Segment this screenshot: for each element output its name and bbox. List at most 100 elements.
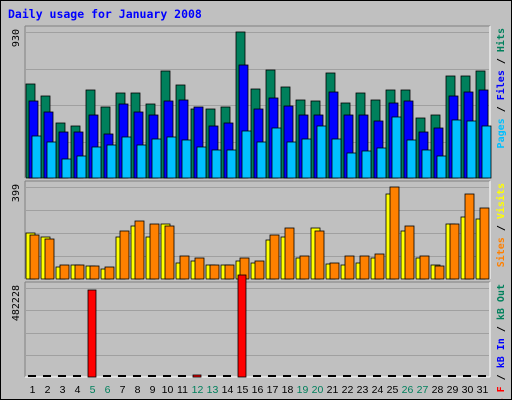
bar-pages [346, 152, 357, 179]
bar-pages [46, 141, 57, 179]
bar-sites [464, 193, 475, 280]
bar-sites [209, 264, 220, 280]
x-tick-label: 25 [387, 384, 399, 396]
x-tick-label: 1 [30, 384, 36, 396]
bar-sites [344, 255, 355, 280]
bar-pages [151, 138, 162, 179]
bar-pages [166, 136, 177, 179]
legend-entry: / [496, 52, 507, 70]
bar-sites [74, 264, 85, 280]
x-tick-label: 9 [150, 384, 156, 396]
bar-pages [211, 149, 222, 179]
bar-pages [181, 139, 192, 179]
bar-pages [451, 119, 462, 179]
x-tick-label: 24 [372, 384, 384, 396]
bar-zero [448, 375, 456, 377]
bar-zero [328, 375, 336, 377]
legend-entry: Hits [495, 28, 507, 52]
bar-zero [178, 375, 186, 377]
legend-entry: Visits [495, 183, 507, 219]
bar-pages [91, 146, 102, 179]
legend-entry: / [496, 320, 507, 338]
bar-pages [136, 144, 147, 179]
x-tick-label: 5 [90, 384, 96, 396]
bar-sites [194, 257, 205, 280]
x-tick-label: 30 [462, 384, 474, 396]
legend-entry: / [496, 219, 507, 237]
legend-entry: / [496, 100, 507, 118]
bar-zero [43, 375, 51, 377]
x-tick-label: 3 [60, 384, 66, 396]
bar-kb-f [237, 274, 247, 378]
bar-pages [31, 135, 42, 179]
legend: Pages / Files / Hits [495, 28, 507, 148]
x-tick-label: 16 [252, 384, 264, 396]
x-tick-label: 12 [192, 384, 204, 396]
bar-zero [253, 375, 261, 377]
bar-pages [376, 147, 387, 179]
x-tick-label: 8 [135, 384, 141, 396]
bar-pages [466, 120, 477, 179]
y-tick-label: 482228 [11, 285, 22, 321]
x-tick-label: 17 [267, 384, 279, 396]
bar-sites [104, 266, 115, 280]
bar-zero [313, 375, 321, 377]
bar-pages [391, 116, 402, 179]
bar-sites [164, 225, 175, 280]
bar-zero [73, 375, 81, 377]
bar-zero [298, 375, 306, 377]
bar-sites [329, 262, 340, 280]
y-tick-label: 399 [11, 184, 22, 202]
bar-zero [343, 375, 351, 377]
panel-bg [25, 282, 490, 377]
bar-zero [118, 375, 126, 377]
bar-zero [463, 375, 471, 377]
x-tick-label: 21 [327, 384, 339, 396]
panel-hits-files-pages: 930 Pages / Files / Hits [11, 25, 507, 179]
x-tick-label: 28 [432, 384, 444, 396]
bar-pages [106, 144, 117, 179]
bar-zero [58, 375, 66, 377]
x-tick-label: 22 [342, 384, 354, 396]
bar-sites [404, 225, 415, 280]
legend-entry: Files [495, 70, 507, 100]
bar-pages [76, 155, 87, 179]
bar-zero [358, 375, 366, 377]
legend-entry: kB In [496, 338, 507, 368]
panel-visits-sites: 399 Sites / Visits [11, 180, 507, 280]
bar-pages [436, 155, 447, 179]
legend-entry: kB Out [496, 284, 507, 320]
bar-pages [226, 149, 237, 179]
bar-sites [449, 223, 460, 280]
bar-pages [241, 130, 252, 179]
bar-zero [148, 375, 156, 377]
bar-pages [256, 141, 267, 179]
bar-pages [61, 158, 72, 179]
bar-sites [59, 264, 70, 280]
x-tick-label: 13 [207, 384, 219, 396]
bar-sites [224, 264, 235, 280]
bar-zero [403, 375, 411, 377]
bar-zero [133, 375, 141, 377]
bar-zero [163, 375, 171, 377]
bar-zero [28, 375, 36, 377]
bar-sites [434, 265, 445, 280]
bar-sites [179, 255, 190, 280]
bar-sites [284, 227, 295, 280]
x-tick-label: 4 [75, 384, 81, 396]
x-tick-label: 19 [297, 384, 309, 396]
bar-sites [419, 255, 430, 280]
bar-zero [208, 375, 216, 377]
x-tick-label: 2 [45, 384, 51, 396]
bar-pages [481, 125, 492, 179]
bar-zero [478, 375, 486, 377]
bar-zero [418, 375, 426, 377]
bar-zero [103, 375, 111, 377]
bar-sites [149, 223, 160, 280]
bar-sites [29, 234, 40, 280]
x-tick-label: 18 [282, 384, 294, 396]
legend: Sites / Visits [495, 183, 507, 267]
bar-zero [223, 375, 231, 377]
bar-zero [283, 375, 291, 377]
